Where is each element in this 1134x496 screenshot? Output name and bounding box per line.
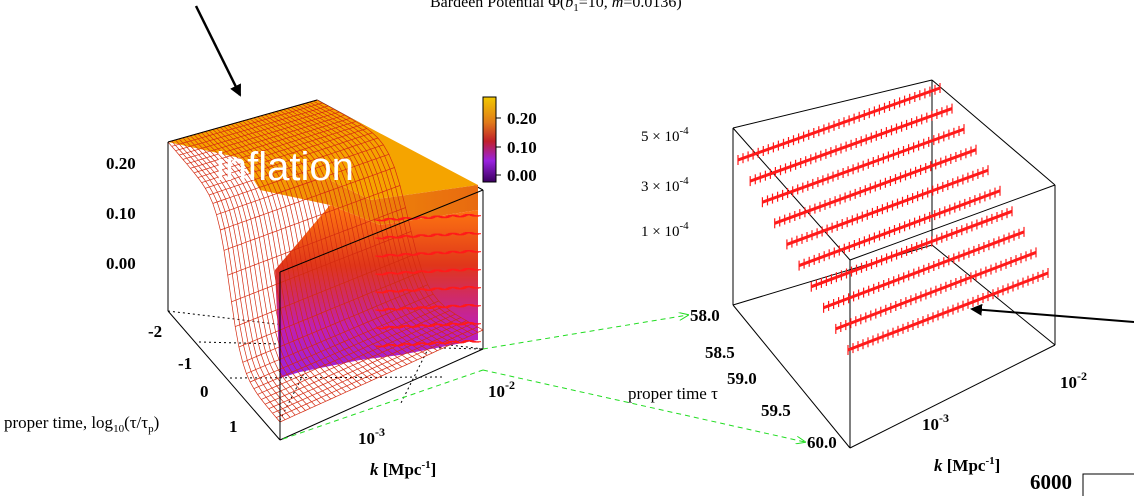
right-z-tick-label: 5 × 10-4 xyxy=(641,125,689,145)
right-y-axis-label: proper time τ xyxy=(628,384,718,403)
colorbar-tick-label: 0.10 xyxy=(507,138,537,157)
colorbar-gradient xyxy=(482,96,497,183)
right-x-tick-label: 10-3 xyxy=(922,411,949,434)
left-mesh-line xyxy=(249,300,439,383)
corner-box xyxy=(1082,473,1134,496)
left-surface-hatching xyxy=(375,214,481,348)
right-z-tick-label: 1 × 10-4 xyxy=(641,220,689,240)
left-mesh-line xyxy=(208,137,379,196)
left-mesh-line xyxy=(235,253,417,327)
left-box-front-edges xyxy=(167,99,484,441)
left-z-ticks: 0.20 0.10 0.00 xyxy=(106,154,136,273)
colorbar-tick-label: 0.00 xyxy=(507,166,537,185)
left-y-ticks: -2 -1 0 1 xyxy=(148,322,238,436)
left-mesh-line xyxy=(227,207,406,276)
annotation-arrow-left xyxy=(194,5,242,97)
chart-title: Bardeen Potential Φ(b1=10, m=0.0136) xyxy=(430,0,682,14)
left-mesh-line xyxy=(216,153,390,216)
left-mesh-line xyxy=(268,320,467,410)
left-mesh-line xyxy=(212,144,384,204)
left-mesh-line xyxy=(182,111,340,160)
left-mesh-line xyxy=(253,305,445,390)
left-y-axis-label: proper time, log10(τ/τp) xyxy=(4,413,159,435)
left-mesh-line xyxy=(246,293,434,374)
inflation-overlay-text: inflation xyxy=(216,145,354,189)
left-x-axis-label: k [Mpc-1] xyxy=(370,459,436,479)
left-x-tick-label: 10-2 xyxy=(488,378,515,401)
left-mesh-line xyxy=(231,231,412,303)
left-y-tick-label: -2 xyxy=(148,322,162,341)
left-mesh-line xyxy=(261,313,456,400)
guide-lines xyxy=(282,315,805,442)
left-y-tick-label: -1 xyxy=(178,354,192,373)
left-y-tick-label: 0 xyxy=(200,382,209,401)
corner-number: 6000 xyxy=(1030,470,1072,494)
left-mesh-line xyxy=(190,117,351,169)
left-mesh-line xyxy=(175,105,329,152)
left-z-tick-label: 0.20 xyxy=(106,154,136,173)
right-y-tick-label: 59.0 xyxy=(727,369,757,388)
left-mesh-line xyxy=(223,185,401,251)
left-mesh-line xyxy=(201,128,367,183)
colorbar: 0.20 0.10 0.00 xyxy=(482,96,537,185)
right-x-axis-label: k [Mpc-1] xyxy=(934,455,1000,475)
right-z-tick-label: 3 × 10-4 xyxy=(641,175,689,195)
left-surface-slope xyxy=(240,158,478,225)
right-y-ticks: 58.0 58.5 59.0 59.5 60.0 xyxy=(690,306,837,452)
left-x-tick-label: 10-3 xyxy=(358,425,385,448)
annotation-arrow-right xyxy=(970,303,1134,323)
left-mesh-line xyxy=(276,326,478,418)
left-mesh-line xyxy=(205,132,373,189)
left-mesh-line xyxy=(179,108,334,156)
left-mesh-line xyxy=(197,124,362,178)
left-surface-mesh xyxy=(167,99,484,423)
left-z-tick-label: 0.10 xyxy=(106,204,136,223)
right-y-tick-label: 59.5 xyxy=(761,401,791,420)
left-mesh-line xyxy=(279,329,484,423)
left-y-tick-label: 1 xyxy=(229,417,238,436)
left-mesh-line xyxy=(186,114,345,165)
left-mesh-line xyxy=(242,284,428,363)
left-mesh-line xyxy=(238,271,423,348)
right-surface-plot: 5 × 10-4 3 × 10-4 1 × 10-4 58.0 58.5 59.… xyxy=(628,79,1087,475)
left-mesh-line xyxy=(171,102,323,147)
left-mesh-line xyxy=(272,323,473,414)
left-mesh-line xyxy=(220,167,395,231)
colorbar-tick-label: 0.20 xyxy=(507,109,537,128)
left-mesh-line xyxy=(193,121,356,174)
right-y-tick-label: 58.5 xyxy=(705,343,735,362)
left-mesh-line xyxy=(264,317,462,405)
right-x-tick-label: 10-2 xyxy=(1060,369,1087,392)
right-y-tick-label: 60.0 xyxy=(807,433,837,452)
left-surface-plot: inflation 0.20 0.10 0.00 -2 -1 0 1 10-3 … xyxy=(4,99,515,479)
right-ridge-lines xyxy=(737,83,1049,355)
left-z-tick-label: 0.00 xyxy=(106,254,136,273)
right-y-tick-label: 58.0 xyxy=(690,306,720,325)
